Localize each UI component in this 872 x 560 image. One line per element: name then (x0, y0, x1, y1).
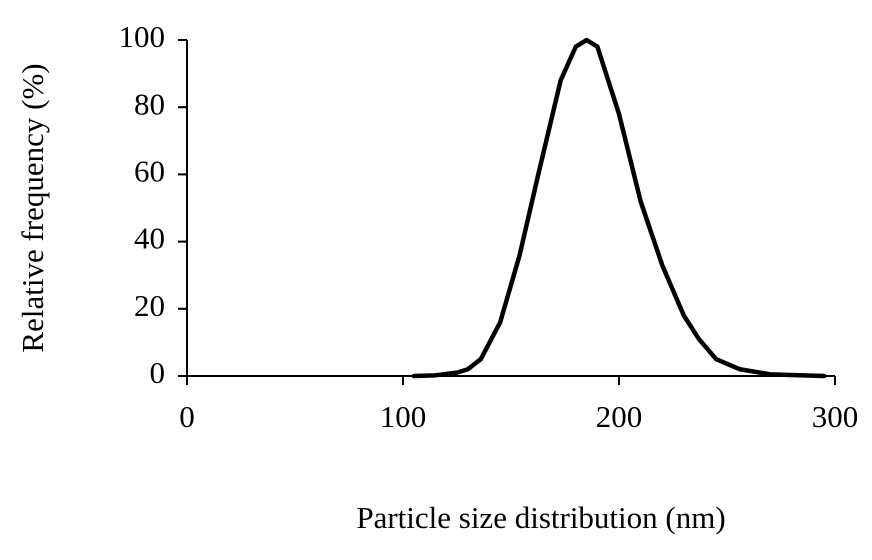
y-tick-label: 80 (134, 86, 165, 121)
x-tick-label: 0 (179, 399, 195, 434)
series-line (411, 37, 827, 379)
y-tick-label: 60 (134, 154, 165, 189)
y-tick-label: 40 (134, 221, 165, 256)
y-tick-label: 100 (119, 19, 166, 54)
x-tick-label: 200 (596, 399, 643, 434)
x-axis-title: Particle size distribution (nm) (356, 500, 725, 535)
y-axis-title: Relative frequency (%) (15, 63, 50, 352)
x-tick-label: 100 (380, 399, 427, 434)
y-tick-label: 20 (134, 288, 165, 323)
x-tick-label: 300 (812, 399, 859, 434)
y-tick-label: 0 (150, 355, 166, 390)
